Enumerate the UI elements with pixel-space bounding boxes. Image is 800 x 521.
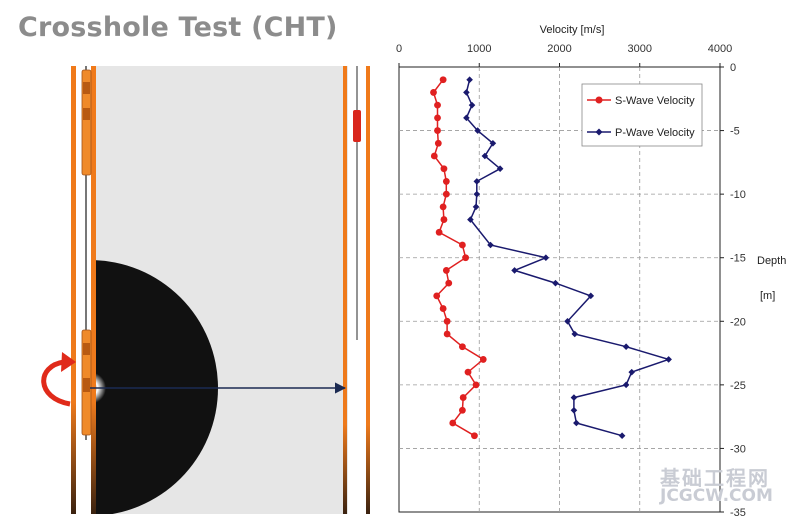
data-point: [458, 343, 466, 351]
data-point: [552, 279, 559, 287]
y-tick-label: -25: [730, 380, 746, 392]
data-point: [481, 152, 489, 160]
data-point: [472, 203, 480, 211]
data-point: [587, 292, 595, 300]
data-point: [442, 178, 450, 185]
data-point: [466, 76, 473, 84]
data-point: [570, 406, 578, 414]
x-tick-label: 3000: [628, 43, 652, 55]
y-axis-title: Depth: [757, 255, 786, 267]
data-point: [472, 381, 480, 389]
y-tick-label: -10: [730, 189, 746, 201]
x-tick-label: 4000: [708, 43, 732, 55]
y-tick-label: -5: [730, 126, 740, 138]
x-tick-label: 0: [396, 43, 402, 55]
data-point: [433, 292, 441, 300]
data-point: [449, 419, 457, 427]
legend: S-Wave Velocity P-Wave Velocity: [581, 83, 703, 147]
wavefront-rings: [95, 260, 218, 514]
data-point: [473, 190, 481, 198]
data-point: [542, 254, 550, 262]
data-point: [440, 165, 448, 173]
data-point: [462, 254, 470, 262]
data-point: [463, 114, 470, 122]
data-point: [439, 76, 447, 84]
legend-marker-p-wave: [595, 128, 603, 136]
data-point: [443, 317, 451, 325]
y-tick-label: -15: [730, 253, 746, 265]
y-tick-label: -35: [730, 507, 746, 519]
data-point: [622, 343, 630, 351]
right-borehole-casing: [343, 66, 347, 514]
rotation-arrow-icon: [41, 359, 71, 407]
x-tick-label: 1000: [467, 43, 491, 55]
data-point: [434, 114, 441, 122]
left-borehole-casing: [71, 66, 76, 514]
data-point: [442, 190, 450, 198]
data-point: [434, 139, 442, 147]
data-point: [622, 381, 630, 389]
data-point: [496, 165, 504, 173]
data-point: [468, 101, 476, 109]
data-point: [430, 89, 437, 96]
data-point: [479, 356, 487, 363]
data-point: [440, 216, 448, 223]
data-point: [439, 203, 447, 211]
data-point: [473, 178, 481, 185]
data-point: [459, 394, 467, 401]
data-point: [571, 330, 579, 338]
watermark-logo: 基础工程网 JCGCW.COM: [660, 466, 773, 506]
data-point: [665, 356, 672, 363]
series-s-wave: [430, 76, 487, 440]
data-point: [442, 267, 450, 274]
data-point: [430, 152, 438, 160]
data-point: [435, 228, 443, 236]
data-point: [458, 406, 466, 414]
x-axis-title: Velocity [m/s]: [540, 24, 605, 36]
data-point: [564, 317, 571, 325]
y-tick-label: 0: [730, 62, 736, 74]
data-point: [458, 241, 466, 249]
legend-label-s-wave: S-Wave Velocity: [615, 95, 695, 107]
upper-receiver-probe: [81, 69, 92, 176]
data-point: [445, 279, 453, 287]
data-point: [487, 241, 494, 249]
series-p-wave: [463, 76, 672, 440]
data-point: [628, 368, 636, 376]
data-point: [471, 432, 478, 440]
data-point: [439, 305, 447, 312]
legend-label-p-wave: P-Wave Velocity: [615, 127, 695, 139]
lower-source-probe: [81, 329, 92, 436]
receiver-probe-red: [353, 110, 361, 142]
data-point: [618, 432, 626, 440]
data-point: [570, 394, 578, 401]
data-point: [434, 127, 441, 134]
data-point: [434, 101, 441, 109]
data-point: [573, 419, 580, 427]
y-axis-unit: [m]: [760, 290, 775, 302]
data-point: [443, 330, 451, 338]
data-point: [467, 216, 474, 223]
y-tick-label: -30: [730, 443, 746, 455]
data-point: [463, 89, 470, 96]
x-tick-label: 2000: [547, 43, 571, 55]
page-title: Crosshole Test (CHT): [18, 12, 338, 43]
y-tick-label: -20: [730, 316, 746, 328]
data-point: [474, 127, 481, 134]
data-point: [464, 368, 472, 376]
legend-marker-s-wave: [595, 96, 603, 104]
data-point: [489, 139, 497, 147]
data-point: [511, 267, 518, 274]
